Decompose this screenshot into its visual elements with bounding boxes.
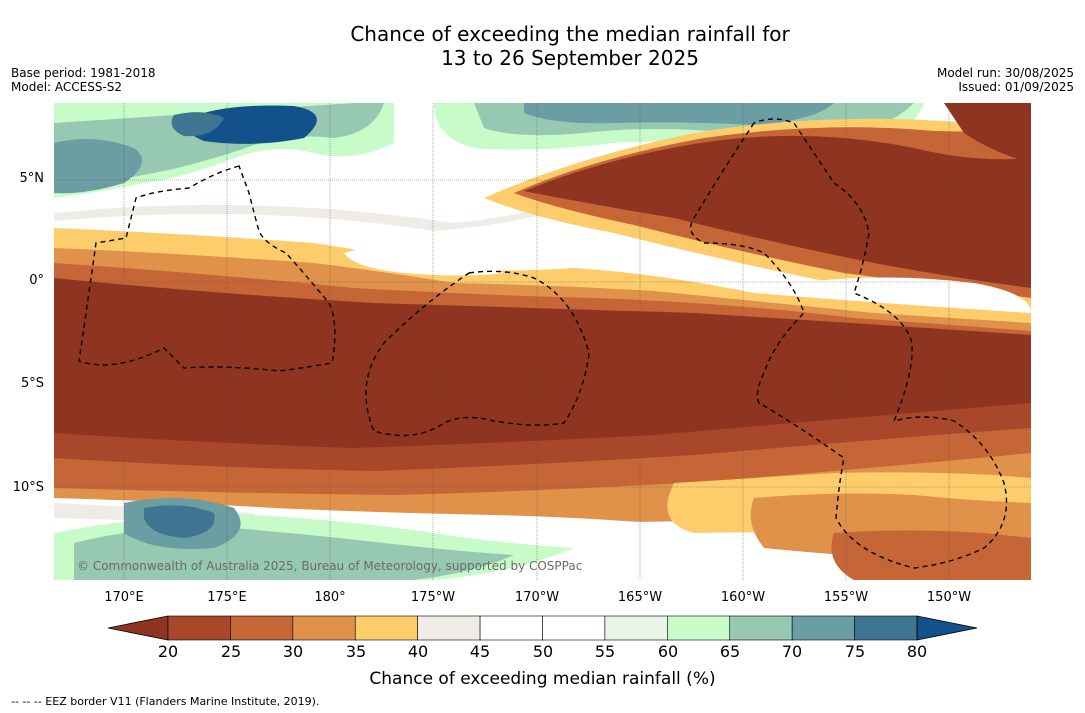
colorbar-tick-70: 70: [781, 642, 803, 661]
equator-white-patch: [344, 244, 504, 276]
eez-border-phoenix: [365, 270, 590, 437]
central-dry-belt: [54, 278, 1031, 458]
colorbar-segment: [292, 615, 356, 641]
model-run-text: Model run: 30/08/2025: [936, 66, 1074, 80]
eez-border-kiribati-gilbert: [78, 165, 336, 372]
colorbar-tick-45: 45: [469, 642, 491, 661]
south-brown-band: [54, 403, 1031, 481]
colorbar-tick-40: 40: [407, 642, 429, 661]
colorbar-segment: [354, 615, 418, 641]
lon-label-175e: 175°E: [207, 590, 247, 605]
colorbar-segment: [791, 615, 855, 641]
north-dark-blue-zone: [186, 105, 317, 144]
colorbar-tick-30: 30: [282, 642, 304, 661]
map-title-line-2: 13 to 26 September 2025: [441, 46, 699, 70]
lon-label-165w: 165°W: [617, 590, 663, 605]
lat-label-5s: 5°S: [20, 376, 44, 391]
lon-label-180: 180°: [314, 590, 346, 605]
lat-label-0: 0°: [29, 273, 44, 288]
map-title-line-1: Chance of exceeding the median rainfall …: [350, 22, 790, 46]
lon-label-155w: 155°W: [823, 590, 869, 605]
north-east-dark-upper: [944, 103, 1031, 163]
copyright-notice: © Commonwealth of Australia 2025, Bureau…: [77, 559, 583, 573]
lon-label-175w: 175°W: [410, 590, 456, 605]
model-name-text: Model: ACCESS-S2: [11, 80, 123, 94]
eez-border-note: -- -- -- EEZ border V11 (Flanders Marine…: [11, 695, 320, 708]
colorbar-segment: [417, 615, 481, 641]
south-brown-band-2: [54, 428, 1031, 503]
colorbar-tick-35: 35: [345, 642, 367, 661]
lon-label-170e: 170°E: [104, 590, 144, 605]
colorbar-tick-60: 60: [657, 642, 679, 661]
north-east-blue-zone: [524, 103, 834, 125]
colorbar-segment: [854, 615, 918, 641]
lon-label-150w: 150°W: [926, 590, 972, 605]
colorbar-tick-25: 25: [220, 642, 242, 661]
colorbar-segment: [167, 615, 231, 641]
colorbar-segment: [729, 615, 793, 641]
colorbar-under-arrow: [107, 615, 169, 641]
map-grid-lines: [54, 103, 1031, 580]
east-white-patch: [814, 277, 1031, 313]
lat-label-10s: 10°S: [12, 480, 44, 495]
colorbar-over-arrow: [916, 615, 978, 641]
issued-date-text: Issued: 01/09/2025: [958, 80, 1074, 94]
colorbar-tick-75: 75: [844, 642, 866, 661]
south-west-dark-blue-zone: [144, 505, 215, 538]
rainfall-map: [54, 103, 1031, 580]
colorbar-segment: [667, 615, 731, 641]
colorbar-tick-80: 80: [906, 642, 928, 661]
base-period-text: Base period: 1981-2018: [11, 66, 156, 80]
north-east-dark-zone: [524, 135, 1031, 288]
colorbar-tick-50: 50: [532, 642, 554, 661]
north-blue-core: [171, 112, 224, 137]
lon-label-160w: 160°W: [720, 590, 766, 605]
colorbar-segment: [479, 615, 543, 641]
south-east-brown-core: [831, 530, 1031, 580]
eez-borders: [78, 118, 1008, 569]
colorbar-segment: [542, 615, 606, 641]
colorbar-tick-65: 65: [719, 642, 741, 661]
colorbar: [107, 615, 978, 641]
colorbar-tick-20: 20: [157, 642, 179, 661]
lon-label-170w: 170°W: [514, 590, 560, 605]
colorbar-tick-55: 55: [594, 642, 616, 661]
colorbar-segment: [230, 615, 294, 641]
colorbar-segment: [604, 615, 668, 641]
colorbar-label: Chance of exceeding median rainfall (%): [369, 669, 716, 689]
lat-label-5n: 5°N: [19, 171, 45, 186]
